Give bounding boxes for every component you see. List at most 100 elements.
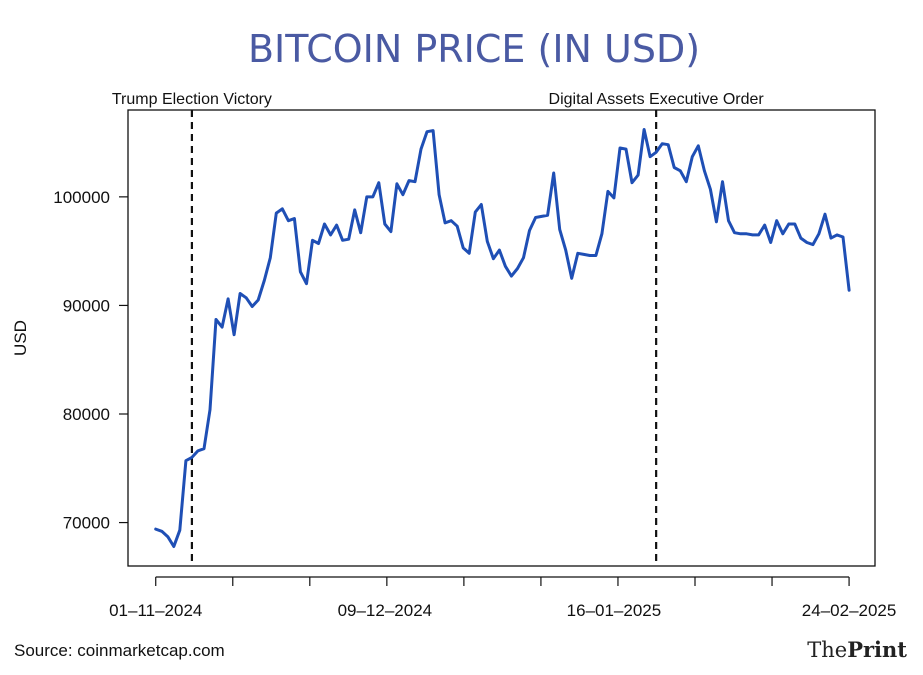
data-point <box>504 265 507 268</box>
data-point <box>661 142 664 145</box>
y-tick-label: 80000 <box>63 405 110 424</box>
data-point <box>269 256 272 259</box>
data-point <box>528 229 531 232</box>
data-point <box>431 129 435 132</box>
data-point <box>679 169 682 172</box>
data-point <box>353 208 356 212</box>
data-point <box>685 180 688 183</box>
data-point <box>612 196 616 200</box>
data-point <box>636 173 640 177</box>
data-point <box>751 233 754 237</box>
data-point <box>745 232 748 235</box>
data-point <box>437 193 441 196</box>
data-point <box>829 236 833 240</box>
data-point <box>323 222 326 226</box>
data-point <box>793 222 796 226</box>
data-point <box>160 530 163 533</box>
data-point <box>281 207 284 210</box>
data-point <box>781 232 784 235</box>
data-point <box>178 529 181 532</box>
data-point <box>347 238 350 241</box>
data-point <box>251 305 254 308</box>
data-point <box>359 231 362 234</box>
data-point <box>293 217 296 220</box>
data-point <box>299 270 302 273</box>
annotations: Trump Election Victory Digital Assets Exe… <box>112 91 764 566</box>
data-point <box>811 243 815 246</box>
data-point <box>516 267 519 270</box>
data-point <box>329 233 332 237</box>
data-point <box>450 219 453 222</box>
data-point <box>841 235 845 239</box>
x-tick-label: 24–02–2025 <box>802 601 897 620</box>
data-point <box>721 180 724 183</box>
data-point <box>257 298 260 302</box>
data-point <box>727 219 730 222</box>
data-point <box>835 233 839 237</box>
data-point <box>480 203 483 206</box>
data-point <box>275 211 278 215</box>
data-point <box>226 297 230 301</box>
data-point <box>691 155 694 158</box>
data-point <box>642 128 646 131</box>
x-tick-label: 16–01–2025 <box>567 601 662 620</box>
data-point <box>419 147 423 151</box>
data-point <box>522 256 525 259</box>
data-point <box>486 240 489 243</box>
data-point <box>582 253 585 256</box>
plot-frame <box>127 109 876 567</box>
data-point <box>443 221 447 225</box>
data-point <box>462 246 465 250</box>
data-point <box>425 130 429 133</box>
data-point <box>371 195 374 199</box>
data-point <box>492 257 495 260</box>
data-point <box>154 527 157 531</box>
data-point <box>594 254 598 257</box>
data-point <box>365 195 368 199</box>
data-point <box>733 231 736 234</box>
data-point <box>757 233 760 237</box>
data-point <box>805 241 809 244</box>
data-point <box>214 318 218 321</box>
data-point <box>305 282 308 285</box>
data-point <box>715 220 718 223</box>
data-point <box>317 242 320 245</box>
data-point <box>510 274 513 278</box>
y-tick-label: 90000 <box>63 296 110 315</box>
data-point <box>847 289 851 292</box>
data-point <box>799 236 802 240</box>
data-point <box>618 146 622 150</box>
data-point <box>546 214 549 217</box>
data-point <box>667 143 670 146</box>
data-point <box>823 213 827 216</box>
y-tick-label: 70000 <box>63 514 110 533</box>
data-point <box>576 252 579 255</box>
x-tick-label: 09–12–2024 <box>338 601 433 620</box>
data-point <box>184 459 188 462</box>
data-point <box>606 190 610 193</box>
data-point <box>534 216 537 219</box>
source-note: Source: coinmarketcap.com <box>14 641 225 660</box>
data-point <box>220 325 224 329</box>
data-point <box>208 408 212 411</box>
data-point <box>190 456 194 459</box>
y-axis-title: USD <box>11 320 30 356</box>
data-point <box>413 180 417 183</box>
data-point <box>739 232 742 235</box>
data-point <box>287 219 290 222</box>
data-point <box>697 144 700 147</box>
data-point <box>654 151 658 154</box>
data-point <box>630 181 634 184</box>
data-point <box>474 210 477 214</box>
x-axis: 01–11–2024 09–12–2024 16–01–2025 24–02–2025 <box>109 576 897 620</box>
data-point <box>552 171 555 175</box>
data-point <box>564 248 567 252</box>
data-point <box>383 222 386 226</box>
data-point <box>787 222 790 226</box>
data-point <box>763 223 766 227</box>
data-point <box>468 252 471 255</box>
data-point <box>648 155 652 158</box>
data-point <box>401 193 405 196</box>
data-point <box>311 239 314 242</box>
